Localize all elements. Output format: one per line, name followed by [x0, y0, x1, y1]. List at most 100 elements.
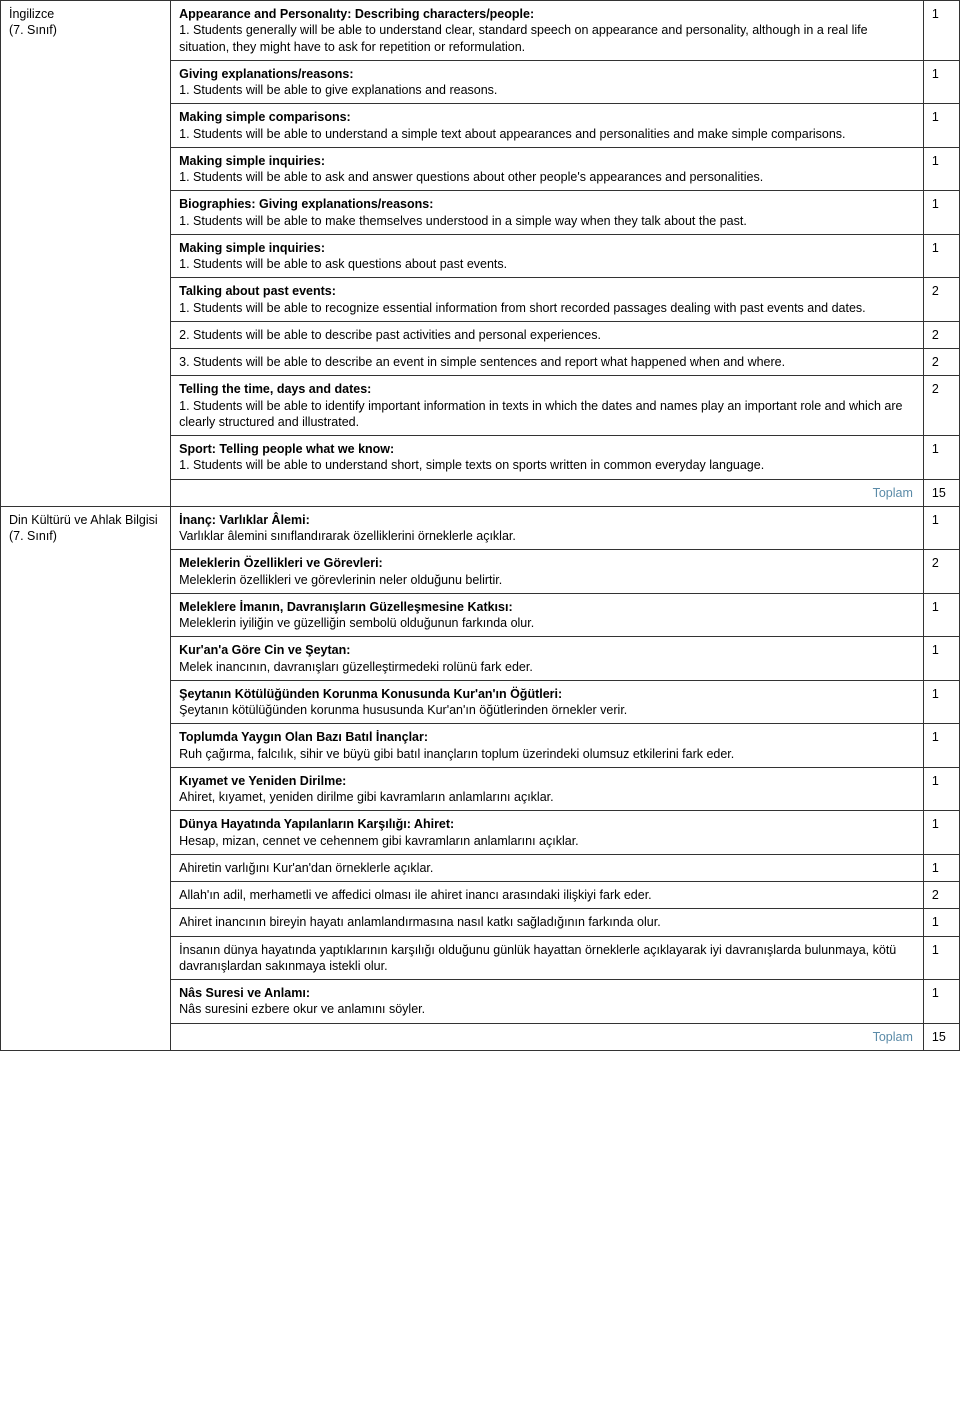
topic-title: Toplumda Yaygın Olan Bazı Batıl İnançlar…	[179, 730, 428, 744]
content-cell: İnsanın dünya hayatında yaptıklarının ka…	[171, 936, 924, 980]
content-cell: Talking about past events: 1. Students wi…	[171, 278, 924, 322]
content-cell: Allah'ın adil, merhametli ve affedici ol…	[171, 882, 924, 909]
topic-text: Hesap, mizan, cennet ve cehennem gibi ka…	[179, 834, 579, 848]
content-cell: Meleklerin Özellikleri ve Görevleri: Mele…	[171, 550, 924, 594]
content-cell: Şeytanın Kötülüğünden Korunma Konusunda …	[171, 680, 924, 724]
topic-text: Allah'ın adil, merhametli ve affedici ol…	[179, 888, 652, 902]
count-cell: 2	[923, 349, 959, 376]
topic-title: Talking about past events:	[179, 284, 336, 298]
content-cell: Toplumda Yaygın Olan Bazı Batıl İnançlar…	[171, 724, 924, 768]
content-cell: Biographies: Giving explanations/reasons…	[171, 191, 924, 235]
content-cell: 3. Students will be able to describe an …	[171, 349, 924, 376]
topic-title: Telling the time, days and dates:	[179, 382, 371, 396]
table-row: İngilizce (7. Sınıf) Appearance and Person…	[1, 1, 960, 61]
content-cell: İnanç: Varlıklar Âlemi: Varlıklar âlemini…	[171, 506, 924, 550]
content-cell: Meleklere İmanın, Davranışların Güzelleş…	[171, 593, 924, 637]
count-cell: 1	[923, 234, 959, 278]
topic-title: Biographies: Giving explanations/reasons…	[179, 197, 433, 211]
subject-cell: İngilizce (7. Sınıf)	[1, 1, 171, 507]
topic-title: Appearance and Personalıty: Describing c…	[179, 7, 534, 21]
count-cell: 1	[923, 936, 959, 980]
content-cell: Dünya Hayatında Yapılanların Karşılığı: …	[171, 811, 924, 855]
topic-text: 1. Students will be able to ask question…	[179, 257, 507, 271]
topic-text: 3. Students will be able to describe an …	[179, 355, 785, 369]
topic-text: Meleklerin iyiliğin ve güzelliğin sembol…	[179, 616, 534, 630]
count-cell: 1	[923, 1, 959, 61]
topic-text: 1. Students will be able to identify imp…	[179, 399, 902, 429]
topic-title: Nâs Suresi ve Anlamı:	[179, 986, 310, 1000]
topic-title: Giving explanations/reasons:	[179, 67, 353, 81]
topic-text: Ahiret inancının bireyin hayatı anlamlan…	[179, 915, 661, 929]
topic-text: Nâs suresini ezbere okur ve anlamını söy…	[179, 1002, 425, 1016]
topic-title: Making simple inquiries:	[179, 154, 325, 168]
content-cell: Giving explanations/reasons: 1. Students …	[171, 60, 924, 104]
topic-text: 1. Students will be able to understand s…	[179, 458, 764, 472]
content-cell: Making simple inquiries: 1. Students will…	[171, 147, 924, 191]
content-cell: Ahiret inancının bireyin hayatı anlamlan…	[171, 909, 924, 936]
count-cell: 1	[923, 60, 959, 104]
count-cell: 1	[923, 909, 959, 936]
count-cell: 1	[923, 980, 959, 1024]
count-cell: 2	[923, 321, 959, 348]
topic-text: 1. Students will be able to ask and answ…	[179, 170, 763, 184]
content-cell: Making simple comparisons: 1. Students wi…	[171, 104, 924, 148]
count-cell: 2	[923, 882, 959, 909]
curriculum-table: İngilizce (7. Sınıf) Appearance and Person…	[0, 0, 960, 1051]
topic-text: İnsanın dünya hayatında yaptıklarının ka…	[179, 943, 896, 973]
total-value-cell: 15	[923, 479, 959, 506]
topic-text: Ahiret, kıyamet, yeniden dirilme gibi ka…	[179, 790, 553, 804]
count-cell: 2	[923, 278, 959, 322]
subject-grade: (7. Sınıf)	[9, 23, 57, 37]
count-cell: 1	[923, 147, 959, 191]
topic-text: 1. Students generally will be able to un…	[179, 23, 867, 53]
topic-title: Making simple inquiries:	[179, 241, 325, 255]
count-cell: 1	[923, 767, 959, 811]
topic-text: 1. Students will be able to understand a…	[179, 127, 845, 141]
topic-text: Meleklerin özellikleri ve görevlerinin n…	[179, 573, 502, 587]
topic-text: 1. Students will be able to recognize es…	[179, 301, 866, 315]
topic-text: Melek inancının, davranışları güzelleşti…	[179, 660, 533, 674]
topic-title: Meleklere İmanın, Davranışların Güzelleş…	[179, 600, 512, 614]
topic-text: 1. Students will be able to give explana…	[179, 83, 497, 97]
count-cell: 1	[923, 680, 959, 724]
total-label-cell: Toplam	[171, 479, 924, 506]
topic-text: 1. Students will be able to make themsel…	[179, 214, 747, 228]
topic-title: Kur'an'a Göre Cin ve Şeytan:	[179, 643, 350, 657]
subject-name: İngilizce	[9, 7, 54, 21]
count-cell: 2	[923, 550, 959, 594]
content-cell: 2. Students will be able to describe pas…	[171, 321, 924, 348]
content-cell: Kıyamet ve Yeniden Dirilme: Ahiret, kıyam…	[171, 767, 924, 811]
topic-title: Sport: Telling people what we know:	[179, 442, 394, 456]
subject-name: Din Kültürü ve Ahlak Bilgisi	[9, 513, 158, 527]
topic-text: Şeytanın kötülüğünden korunma hususunda …	[179, 703, 627, 717]
topic-text: Ahiretin varlığını Kur'an'dan örneklerle…	[179, 861, 433, 875]
content-cell: Appearance and Personalıty: Describing c…	[171, 1, 924, 61]
content-cell: Kur'an'a Göre Cin ve Şeytan: Melek inancı…	[171, 637, 924, 681]
total-value-cell: 15	[923, 1023, 959, 1050]
subject-cell: Din Kültürü ve Ahlak Bilgisi (7. Sınıf)	[1, 506, 171, 1050]
topic-text: Ruh çağırma, falcılık, sihir ve büyü gib…	[179, 747, 734, 761]
count-cell: 1	[923, 811, 959, 855]
topic-text: Varlıklar âlemini sınıflandırarak özelli…	[179, 529, 516, 543]
topic-title: İnanç: Varlıklar Âlemi:	[179, 513, 310, 527]
topic-text: 2. Students will be able to describe pas…	[179, 328, 601, 342]
count-cell: 2	[923, 376, 959, 436]
count-cell: 1	[923, 104, 959, 148]
content-cell: Making simple inquiries: 1. Students will…	[171, 234, 924, 278]
topic-title: Meleklerin Özellikleri ve Görevleri:	[179, 556, 383, 570]
topic-title: Making simple comparisons:	[179, 110, 351, 124]
topic-title: Kıyamet ve Yeniden Dirilme:	[179, 774, 346, 788]
total-label-cell: Toplam	[171, 1023, 924, 1050]
subject-grade: (7. Sınıf)	[9, 529, 57, 543]
count-cell: 1	[923, 436, 959, 480]
content-cell: Nâs Suresi ve Anlamı: Nâs suresini ezbere…	[171, 980, 924, 1024]
content-cell: Telling the time, days and dates: 1. Stud…	[171, 376, 924, 436]
count-cell: 1	[923, 506, 959, 550]
count-cell: 1	[923, 593, 959, 637]
content-cell: Ahiretin varlığını Kur'an'dan örneklerle…	[171, 854, 924, 881]
topic-title: Dünya Hayatında Yapılanların Karşılığı: …	[179, 817, 454, 831]
count-cell: 1	[923, 724, 959, 768]
count-cell: 1	[923, 854, 959, 881]
content-cell: Sport: Telling people what we know: 1. St…	[171, 436, 924, 480]
count-cell: 1	[923, 637, 959, 681]
